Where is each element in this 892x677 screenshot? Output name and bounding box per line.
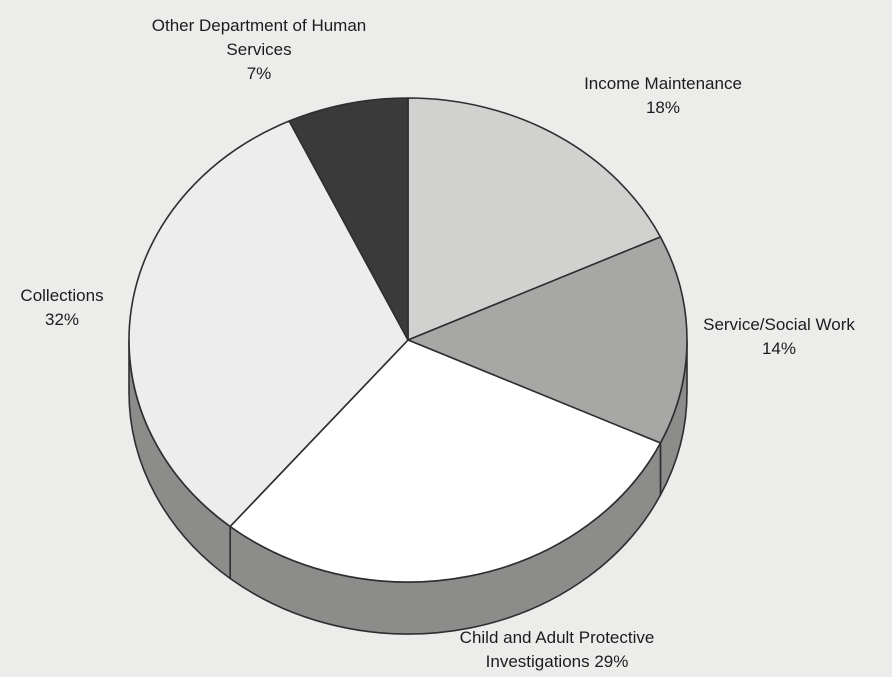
label-collections: Collections 32%	[20, 284, 103, 332]
label-income-maintenance: Income Maintenance 18%	[584, 72, 742, 120]
label-other-dhs: Other Department of Human Services 7%	[152, 14, 366, 86]
label-other-dhs-pct: 7%	[246, 64, 272, 83]
pie-slice-3	[128, 120, 409, 528]
label-service-social-work-name: Service/Social Work	[703, 315, 855, 334]
label-service-social-work: Service/Social Work 14%	[703, 313, 855, 361]
pie-slices	[128, 97, 688, 583]
label-child-adult-protective-line2: Investigations 29%	[485, 652, 629, 671]
label-collections-name: Collections	[20, 286, 104, 305]
pie-slice-0	[407, 97, 662, 341]
label-service-social-work-pct: 14%	[761, 339, 797, 358]
label-other-dhs-line1: Other Department of Human	[151, 16, 367, 35]
label-collections-pct: 32%	[44, 310, 80, 329]
label-child-adult-protective: Child and Adult Protective Investigation…	[460, 626, 655, 674]
pie-slice-2	[229, 339, 662, 583]
label-income-maintenance-pct: 18%	[645, 98, 681, 117]
pie-slice-4	[288, 97, 409, 341]
label-other-dhs-line2: Services	[226, 40, 292, 59]
label-child-adult-protective-line1: Child and Adult Protective	[459, 628, 655, 647]
pie-slice-1	[407, 236, 688, 444]
label-income-maintenance-name: Income Maintenance	[584, 74, 742, 93]
